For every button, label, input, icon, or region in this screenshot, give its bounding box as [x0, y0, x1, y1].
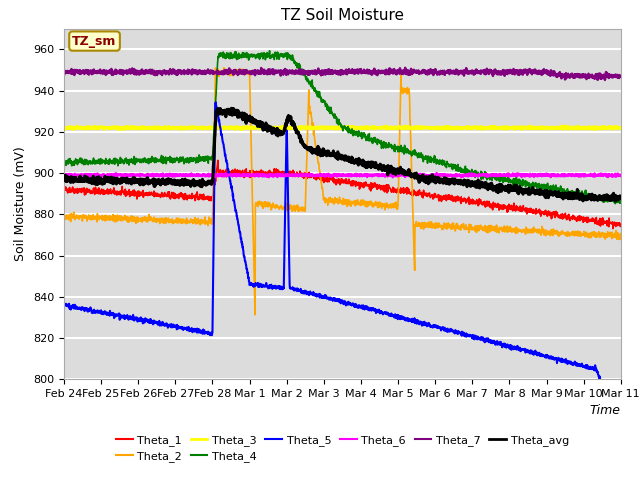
- Title: TZ Soil Moisture: TZ Soil Moisture: [281, 9, 404, 24]
- Text: TZ_sm: TZ_sm: [72, 35, 116, 48]
- Y-axis label: Soil Moisture (mV): Soil Moisture (mV): [15, 146, 28, 262]
- Legend: Theta_1, Theta_2, Theta_3, Theta_4, Theta_5, Theta_6, Theta_7, Theta_avg: Theta_1, Theta_2, Theta_3, Theta_4, Thet…: [111, 430, 573, 467]
- X-axis label: Time: Time: [590, 405, 621, 418]
